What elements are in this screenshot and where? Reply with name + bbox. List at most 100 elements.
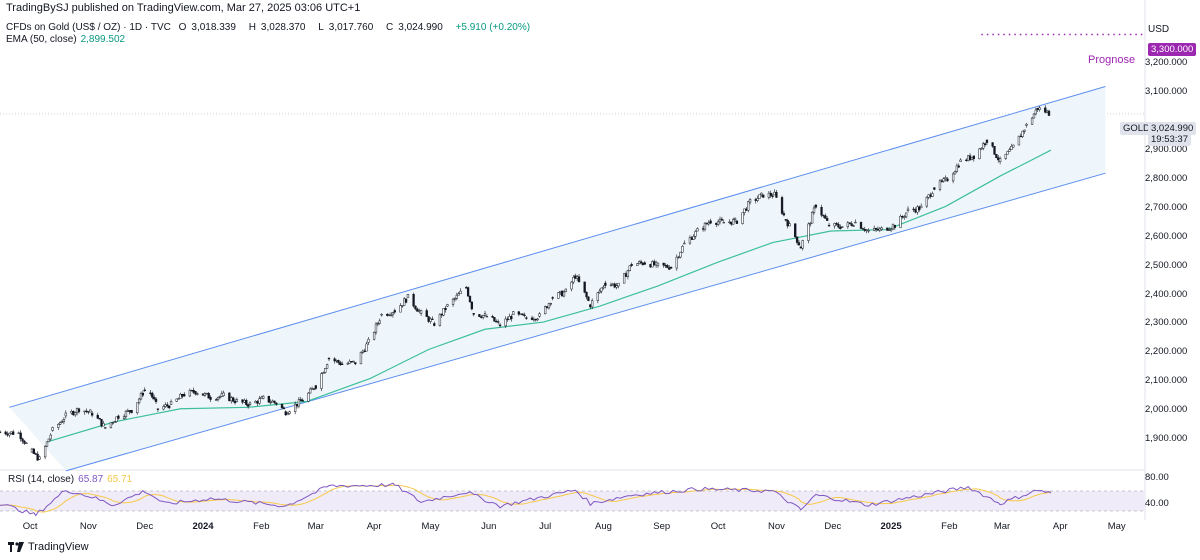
candle-body bbox=[886, 227, 889, 231]
rsi-band bbox=[0, 491, 1145, 511]
candle-body bbox=[668, 267, 671, 270]
candle-body bbox=[1012, 144, 1015, 148]
candle bbox=[130, 409, 133, 414]
candle bbox=[228, 392, 231, 402]
candle-body bbox=[327, 357, 331, 360]
candle bbox=[45, 441, 49, 447]
candle-body bbox=[122, 416, 126, 419]
candle bbox=[288, 410, 291, 415]
candle-body bbox=[562, 291, 566, 297]
candle bbox=[666, 263, 669, 269]
candle bbox=[57, 422, 60, 430]
candle-body bbox=[100, 418, 103, 427]
time-axis-label: Sep bbox=[653, 521, 671, 532]
candle-body bbox=[25, 442, 28, 445]
candle bbox=[96, 412, 99, 419]
candle-body bbox=[940, 180, 943, 182]
target-price-tag: 3,300.000 bbox=[1148, 43, 1197, 56]
candle-body bbox=[273, 400, 276, 403]
candle bbox=[510, 314, 513, 322]
candle-body bbox=[758, 194, 761, 199]
candle-body bbox=[850, 223, 853, 226]
candle bbox=[846, 220, 850, 229]
candle-body bbox=[51, 427, 54, 431]
rsi-legend[interactable]: RSI (14, close) 65.87 65.71 bbox=[8, 474, 132, 485]
candle-body bbox=[795, 236, 799, 243]
candle-body bbox=[748, 199, 752, 203]
candle bbox=[466, 286, 470, 297]
candle-body bbox=[1025, 123, 1028, 126]
candle-body bbox=[480, 316, 483, 318]
candle bbox=[859, 221, 863, 229]
candle-body bbox=[269, 401, 272, 404]
candle bbox=[812, 205, 816, 215]
candle-body bbox=[483, 313, 487, 316]
candle bbox=[662, 262, 665, 268]
candle-body bbox=[560, 290, 564, 297]
candle-body bbox=[591, 300, 594, 308]
candle bbox=[517, 310, 521, 317]
candle bbox=[74, 411, 77, 417]
price-axis-label: 1,900.000 bbox=[1145, 433, 1188, 445]
candle bbox=[25, 442, 28, 445]
candle bbox=[643, 260, 646, 265]
candle-body bbox=[363, 350, 366, 353]
candle bbox=[209, 395, 212, 403]
candle-body bbox=[141, 392, 145, 396]
candle bbox=[512, 310, 515, 316]
candle-body bbox=[181, 394, 184, 397]
candle bbox=[404, 298, 408, 304]
candle-body bbox=[653, 261, 656, 266]
candle bbox=[100, 418, 103, 428]
time-axis-label: Nov bbox=[767, 521, 785, 532]
candle bbox=[1017, 135, 1021, 146]
candle-body bbox=[641, 262, 645, 265]
footer-brand[interactable]: TradingView bbox=[8, 541, 89, 553]
candle-body bbox=[534, 318, 537, 321]
candle bbox=[525, 316, 528, 320]
candle bbox=[333, 357, 336, 364]
candle bbox=[111, 421, 114, 425]
candle bbox=[38, 455, 41, 461]
candle bbox=[485, 314, 489, 318]
candle bbox=[429, 317, 432, 324]
candle bbox=[972, 155, 975, 162]
candle bbox=[720, 216, 724, 221]
candle bbox=[756, 195, 759, 203]
candle-body bbox=[485, 315, 489, 318]
candle bbox=[497, 319, 500, 325]
candle-body bbox=[45, 441, 49, 447]
candle bbox=[741, 212, 744, 225]
candle bbox=[62, 417, 66, 425]
candle-body bbox=[662, 262, 665, 266]
candle-body bbox=[669, 266, 673, 269]
symbol-name[interactable]: CFDs on Gold (US$ / OZ) · 1D · TVC bbox=[6, 22, 171, 33]
candle-body bbox=[215, 399, 218, 401]
ema-legend[interactable]: EMA (50, close) 2,899.502 bbox=[6, 34, 125, 45]
candle-body bbox=[233, 401, 237, 404]
candle-body bbox=[1023, 129, 1026, 132]
candle bbox=[393, 308, 396, 314]
candle bbox=[433, 321, 436, 327]
candle-body bbox=[609, 284, 613, 286]
candle-body bbox=[169, 401, 173, 405]
ohlc-close: C 3,024.990 bbox=[386, 22, 448, 33]
change-value: +5.910 (+0.20%) bbox=[455, 22, 531, 33]
candle bbox=[854, 219, 857, 224]
candle-body bbox=[429, 318, 432, 322]
candle-body bbox=[938, 180, 942, 190]
candle-body bbox=[192, 390, 195, 393]
candle-body bbox=[899, 216, 902, 228]
price-axis-label: 2,400.000 bbox=[1145, 288, 1188, 300]
currency-label[interactable]: USD bbox=[1148, 24, 1170, 35]
candle bbox=[267, 395, 270, 404]
candle-body bbox=[440, 313, 443, 316]
candle bbox=[1034, 107, 1037, 116]
candle-body bbox=[416, 308, 419, 312]
candle bbox=[295, 403, 299, 409]
candle-body bbox=[760, 192, 763, 195]
candle-body bbox=[743, 208, 746, 214]
candle-body bbox=[350, 361, 353, 363]
candle bbox=[544, 305, 547, 315]
